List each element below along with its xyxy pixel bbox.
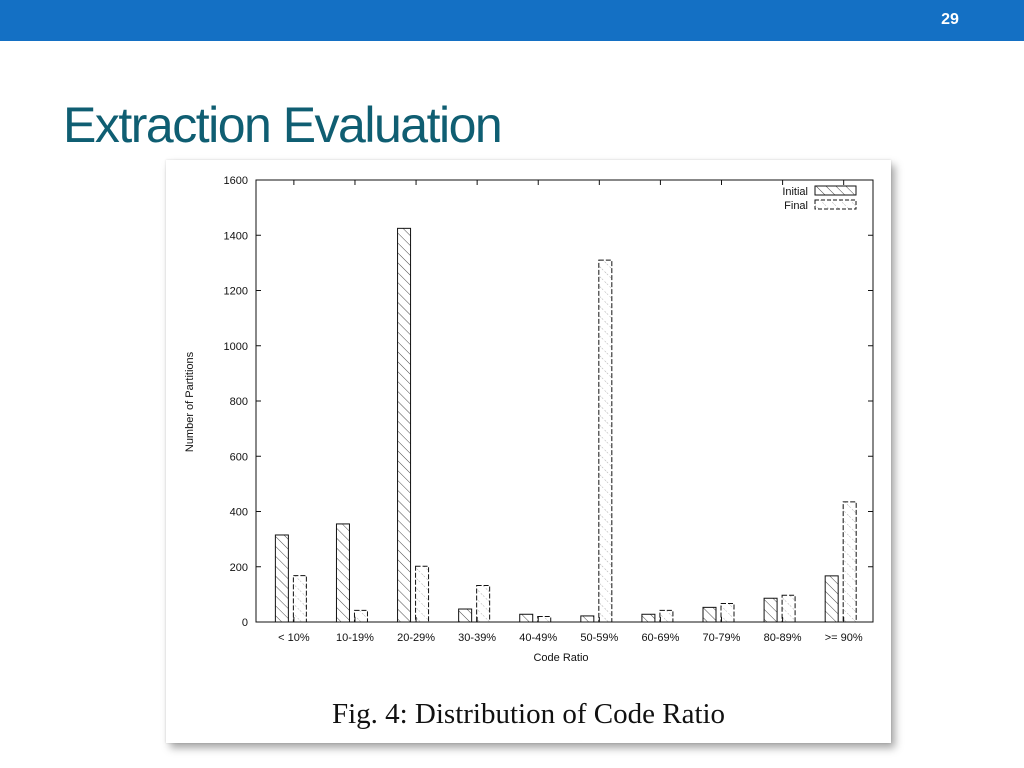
bar-final <box>353 609 368 623</box>
bar-initial <box>702 606 717 623</box>
x-tick-label: 10-19% <box>336 632 374 644</box>
bar-initial <box>641 613 656 623</box>
bar-final <box>476 585 491 623</box>
bar-initial <box>519 613 534 623</box>
y-tick-label: 1600 <box>224 175 248 187</box>
plot-area: 0 200 400 600 800 1000 1200 1400 1600 < 10% 10-19%… <box>224 175 874 644</box>
bar-initial <box>458 608 473 623</box>
bar-final <box>415 565 430 623</box>
legend-swatch-initial <box>814 185 857 196</box>
x-tick-label: 20-29% <box>397 632 435 644</box>
x-axis-label: Code Ratio <box>533 652 588 664</box>
y-tick-label: 200 <box>230 562 248 574</box>
bar-initial <box>335 523 350 623</box>
bar-initial <box>397 227 412 623</box>
x-tick-label: >= 90% <box>825 632 863 644</box>
bar-chart: 0 200 400 600 800 1000 1200 1400 1600 < 10% 10-19%… <box>184 175 874 664</box>
y-tick-label: 400 <box>230 507 248 519</box>
figure-panel: 0 200 400 600 800 1000 1200 1400 1600 < 10% 10-19%… <box>166 160 891 743</box>
bar-final <box>598 259 613 623</box>
legend-label-final: Final <box>784 200 808 212</box>
x-tick-label: 70-79% <box>703 632 741 644</box>
bar-initial <box>274 534 289 623</box>
x-tick-label: 50-59% <box>580 632 618 644</box>
x-tick-label: 40-49% <box>519 632 557 644</box>
bar-final <box>842 501 857 623</box>
x-tick-label: 80-89% <box>764 632 802 644</box>
bar-initial <box>763 597 778 623</box>
y-tick-label: 1200 <box>224 286 248 298</box>
bar-final <box>537 615 552 623</box>
y-tick-label: 600 <box>230 451 248 463</box>
bar-final <box>781 594 796 623</box>
slide-title: Extraction Evaluation <box>63 97 503 153</box>
y-tick-label: 1000 <box>224 341 248 353</box>
x-tick-label: < 10% <box>278 632 310 644</box>
bar-final <box>720 602 735 623</box>
legend-label-initial: Initial <box>782 186 808 198</box>
page-number: 29 <box>941 11 959 28</box>
legend: Initial Final <box>782 185 857 212</box>
y-tick-label: 1400 <box>224 230 248 242</box>
y-tick-label: 0 <box>242 617 248 629</box>
figure-caption: Fig. 4: Distribution of Code Ratio <box>331 698 726 730</box>
bar-initial <box>580 615 595 623</box>
y-axis-label: Number of Partitions <box>184 351 196 452</box>
legend-swatch-final <box>814 199 857 210</box>
bar-initial <box>824 575 839 623</box>
x-tick-label: 30-39% <box>458 632 496 644</box>
x-tick-label: 60-69% <box>641 632 679 644</box>
bar-final <box>292 575 307 623</box>
bar-final <box>659 609 674 623</box>
top-bar: 29 <box>0 0 1024 41</box>
y-tick-label: 800 <box>230 396 248 408</box>
